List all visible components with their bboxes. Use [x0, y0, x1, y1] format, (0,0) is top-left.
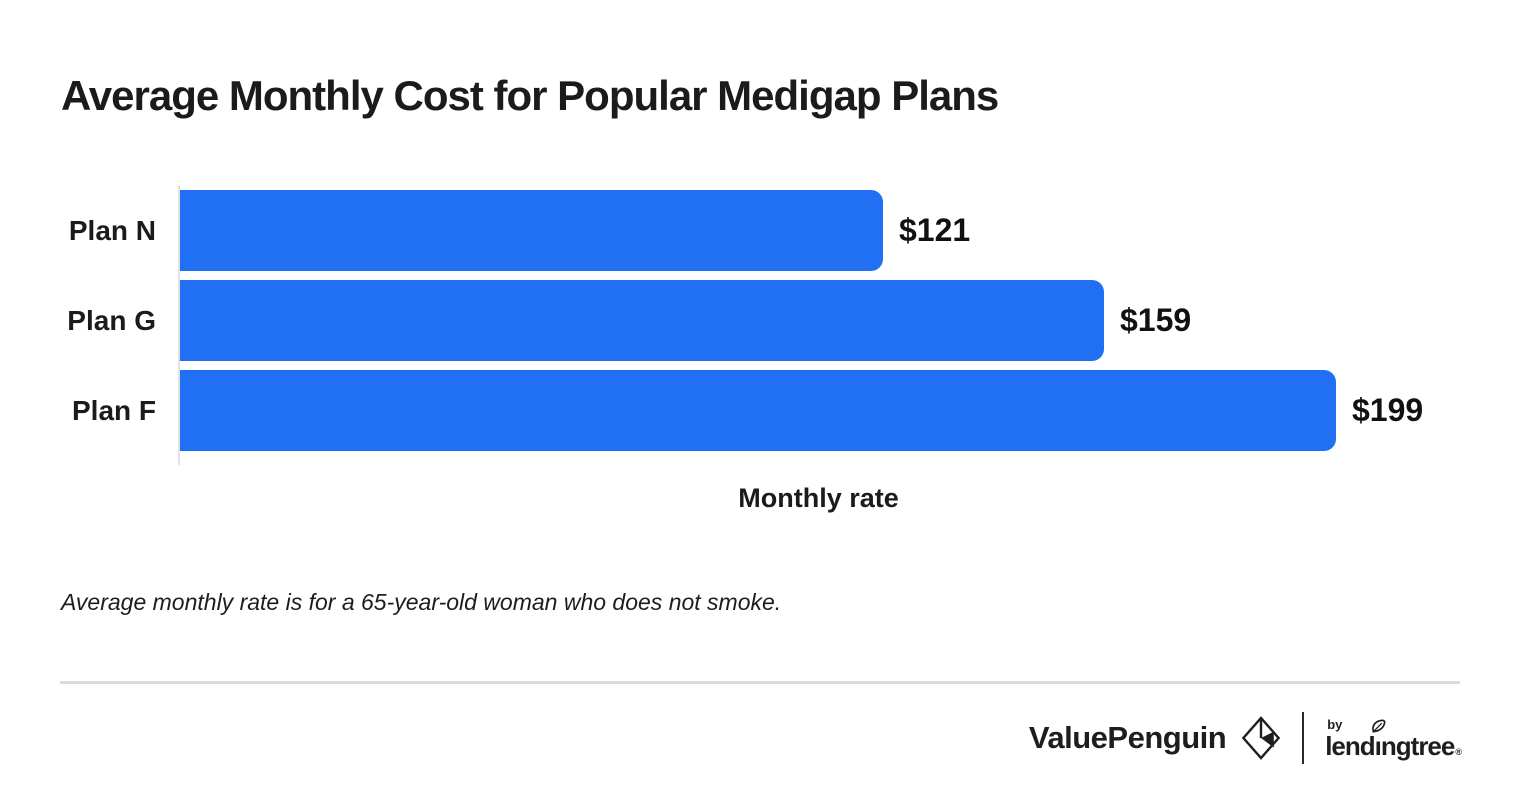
lendingtree-text-pre: lend [1325, 730, 1375, 761]
chart-footnote: Average monthly rate is for a 65-year-ol… [61, 589, 782, 615]
bar-zone: $199 [178, 370, 1459, 451]
bar [180, 280, 1104, 361]
bar-value-label: $121 [899, 212, 971, 248]
y-axis-line [178, 185, 180, 465]
horizontal-divider [60, 681, 1460, 684]
bar-value-label: $159 [1120, 302, 1192, 338]
category-label: Plan G [67, 305, 156, 336]
lendingtree-logo: by lend ı ngtree ® [1325, 716, 1462, 761]
bar-chart: Plan N $121 Plan G $159 Plan F $199 Monthly r… [61, 185, 1459, 514]
lendingtree-i-stem: ı [1374, 730, 1382, 761]
category-label: Plan N [68, 215, 156, 246]
valuepenguin-wordmark: ValuePenguin [1028, 720, 1227, 755]
chart-title: Average Monthly Cost for Popular Medigap… [61, 72, 999, 119]
bar-zone: $159 [178, 280, 1459, 361]
bar [180, 370, 1336, 451]
registered-trademark: ® [1455, 746, 1462, 757]
lendingtree-text-post: ngtree [1380, 730, 1455, 761]
bar-value-label: $199 [1352, 392, 1424, 428]
bar-rows-container: Plan N $121 Plan G $159 Plan F $199 [61, 190, 1459, 451]
footer-branding: ValuePenguin by lend ı ngtree ® [1028, 706, 1462, 770]
chart-plot-area: Plan N $121 Plan G $159 Plan F $199 [61, 185, 1459, 465]
bar-row: Plan N $121 [61, 190, 1459, 271]
lendingtree-wordmark: lend ı ngtree ® [1325, 719, 1462, 761]
bar-row: Plan G $159 [61, 280, 1459, 361]
category-label: Plan F [71, 395, 156, 426]
footer-divider-line [1302, 712, 1305, 764]
lendingtree-leaf-icon [1371, 719, 1386, 733]
bar-row: Plan F $199 [61, 370, 1459, 451]
lendingtree-letter-i: ı [1371, 719, 1386, 761]
x-axis-label: Monthly rate [738, 483, 899, 513]
bar-zone: $121 [178, 190, 1459, 271]
bar [180, 190, 883, 271]
valuepenguin-penguin-icon [1242, 716, 1281, 760]
by-label: by [1327, 716, 1343, 732]
